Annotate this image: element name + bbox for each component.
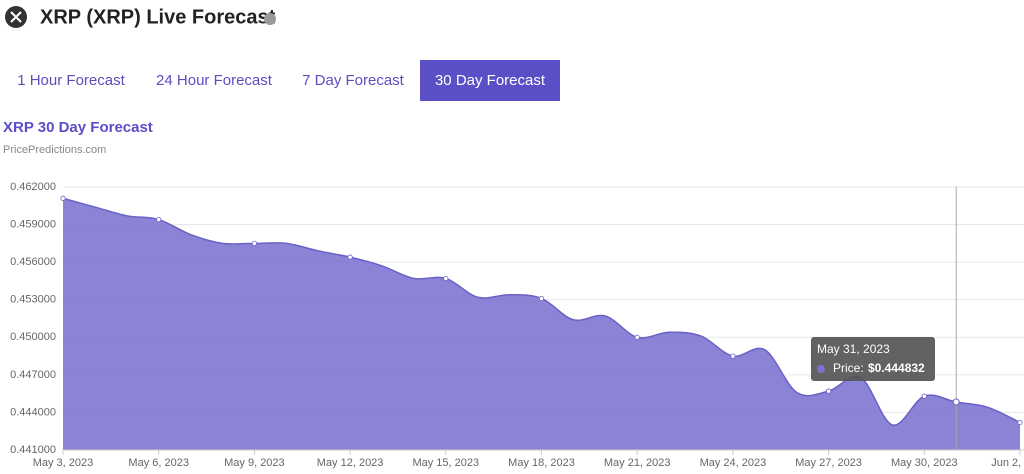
- hover-point: [952, 398, 960, 406]
- y-tick-label: 0.444000: [10, 406, 56, 418]
- point: [921, 393, 927, 399]
- page-title: XRP (XRP) Live Forecast: [40, 6, 276, 28]
- y-tick-label: 0.456000: [10, 256, 56, 268]
- y-tick-label: 0.450000: [10, 331, 56, 343]
- x-tick-label: Jun 2, 2023: [991, 457, 1024, 469]
- x-tick-label: May 24, 2023: [700, 457, 767, 469]
- chart-title: XRP 30 Day Forecast: [3, 119, 153, 136]
- area: [63, 198, 1020, 450]
- x-tick-label: May 9, 2023: [224, 457, 285, 469]
- y-tick-label: 0.441000: [10, 444, 56, 456]
- y-tick-label: 0.447000: [10, 369, 56, 381]
- logo-mark: [10, 11, 22, 23]
- point: [538, 295, 545, 302]
- point: [156, 216, 162, 223]
- x-tick-label: May 6, 2023: [128, 457, 189, 469]
- point: [443, 275, 449, 282]
- point: [825, 388, 832, 394]
- x-tick-label: May 27, 2023: [795, 457, 862, 469]
- y-tick-label: 0.459000: [10, 218, 56, 230]
- x-tick-label: May 15, 2023: [412, 457, 479, 469]
- info-icon[interactable]: [264, 13, 276, 25]
- active-tab-bg: [420, 60, 560, 101]
- tab[interactable]: 7 Day Forecast: [302, 72, 405, 89]
- tooltip-box: [811, 337, 935, 381]
- tab[interactable]: 30 Day Forecast: [435, 72, 546, 89]
- point: [347, 254, 353, 260]
- tooltip-label: Price:: [833, 361, 864, 375]
- tab[interactable]: 24 Hour Forecast: [156, 72, 273, 89]
- tooltip-swatch: [817, 365, 825, 373]
- y-tick-label: 0.453000: [10, 294, 56, 306]
- y-tick-label: 0.462000: [10, 181, 56, 193]
- tab[interactable]: 1 Hour Forecast: [17, 72, 125, 89]
- point: [730, 353, 736, 359]
- point: [634, 334, 640, 340]
- tooltip-title: May 31, 2023: [817, 342, 890, 356]
- chart-subtitle: PricePredictions.com: [3, 144, 106, 156]
- point: [251, 240, 257, 246]
- x-tick-label: May 30, 2023: [891, 457, 958, 469]
- point: [1017, 419, 1023, 426]
- x-tick-label: May 18, 2023: [508, 457, 575, 469]
- x-tick-label: May 12, 2023: [317, 457, 384, 469]
- point: [60, 195, 66, 201]
- tooltip-value: $0.444832: [868, 361, 925, 375]
- x-tick-label: May 3, 2023: [33, 457, 94, 469]
- x-tick-label: May 21, 2023: [604, 457, 671, 469]
